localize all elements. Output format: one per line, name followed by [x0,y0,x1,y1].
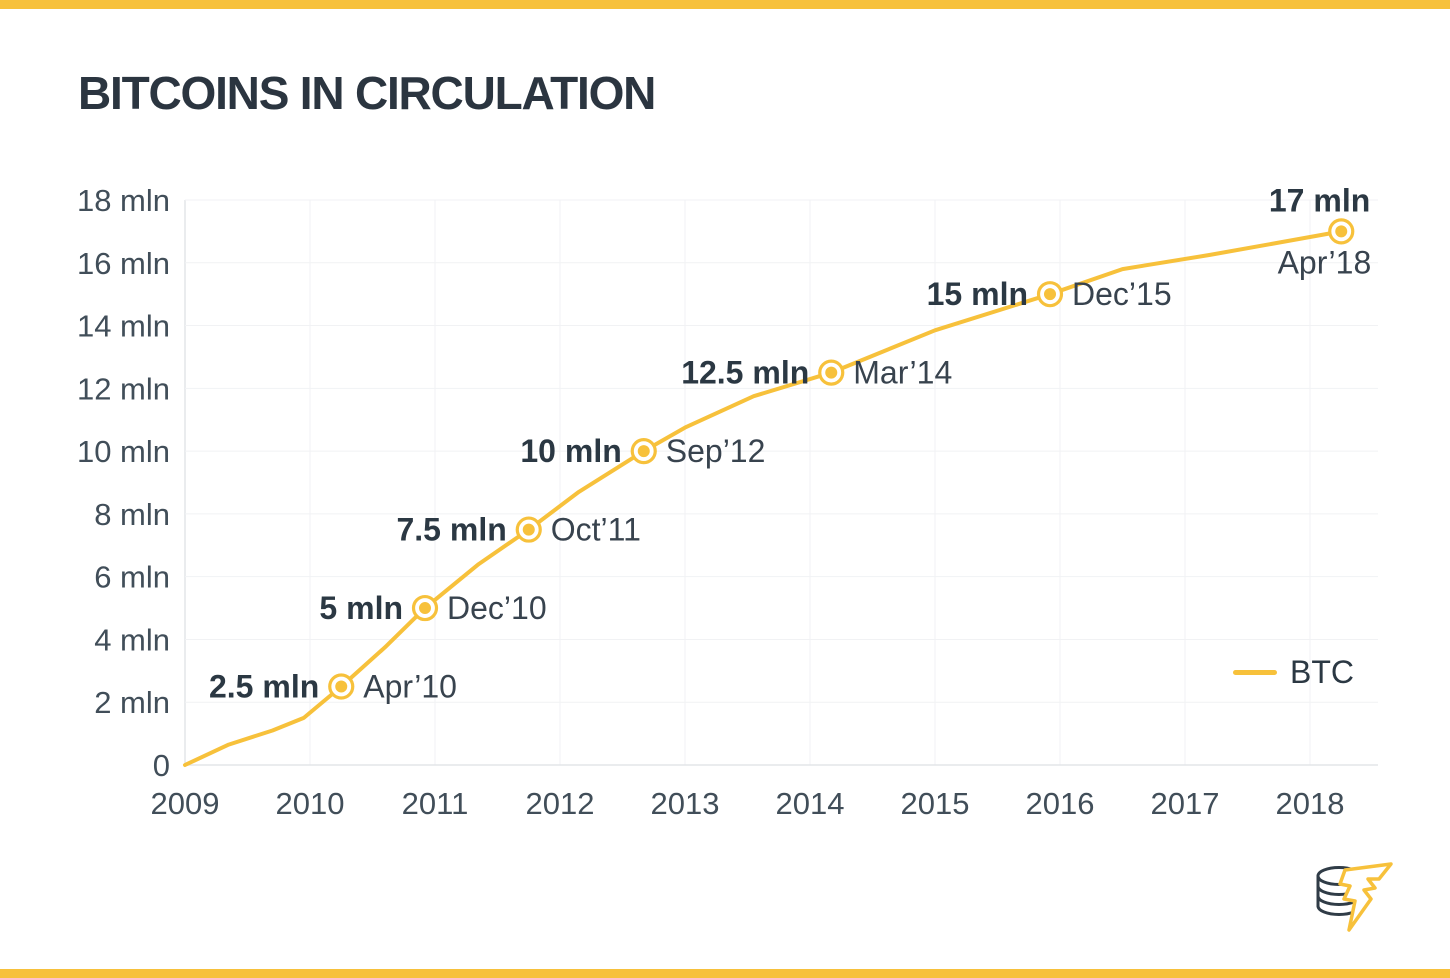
x-tick-label: 2018 [1276,786,1345,821]
data-point-marker-dot [419,602,431,615]
bottom-accent-bar [0,969,1450,978]
x-tick-label: 2015 [901,786,970,821]
x-tick-label: 2017 [1151,786,1220,821]
point-value-label: 10 mln [520,433,621,469]
point-value-label: 15 mln [927,276,1028,312]
y-tick-label: 14 mln [77,309,170,344]
x-tick-label: 2014 [776,786,845,821]
y-tick-label: 10 mln [77,434,170,469]
y-tick-label: 4 mln [94,622,170,657]
point-value-label: 7.5 mln [396,512,506,548]
x-tick-label: 2012 [526,786,595,821]
x-tick-label: 2010 [276,786,345,821]
y-tick-label: 12 mln [77,371,170,406]
point-value-label: 2.5 mln [209,669,319,705]
point-date-label: Oct’11 [551,512,641,548]
legend-label: BTC [1290,654,1354,690]
data-point-marker-dot [637,445,650,458]
lightning-bolt-icon [1338,862,1393,932]
x-tick-label: 2013 [651,786,720,821]
point-date-label: Apr’10 [363,669,457,705]
y-tick-label: 6 mln [94,560,170,595]
coin-stack-lightning-icon [1316,862,1393,932]
top-accent-bar [0,0,1450,9]
x-tick-label: 2009 [151,786,220,821]
point-value-label: 5 mln [319,590,403,626]
y-tick-label: 0 [153,748,170,783]
y-tick-label: 8 mln [94,497,170,532]
data-point-marker-dot [335,680,348,693]
x-tick-label: 2016 [1026,786,1095,821]
data-point-marker-dot [522,523,535,536]
chart-title: BITCOINS IN CIRCULATION [78,67,656,119]
point-value-label: 12.5 mln [681,355,809,391]
point-date-label: Apr’18 [1278,244,1372,280]
point-date-label: Sep’12 [666,433,766,469]
data-point-marker-dot [825,366,838,379]
point-date-label: Mar’14 [853,355,952,391]
data-point-marker-dot [1044,288,1056,301]
x-tick-label: 2011 [402,786,469,821]
legend-line-swatch [1233,669,1277,675]
y-tick-label: 2 mln [94,685,170,720]
y-tick-label: 16 mln [77,246,170,281]
data-point-marker-dot [1335,225,1348,238]
point-value-label: 17 mln [1269,182,1370,218]
y-tick-label: 18 mln [77,183,170,218]
chart-legend: BTC [1233,654,1354,690]
point-date-label: Dec’15 [1072,276,1172,312]
point-date-label: Dec’10 [447,590,547,626]
